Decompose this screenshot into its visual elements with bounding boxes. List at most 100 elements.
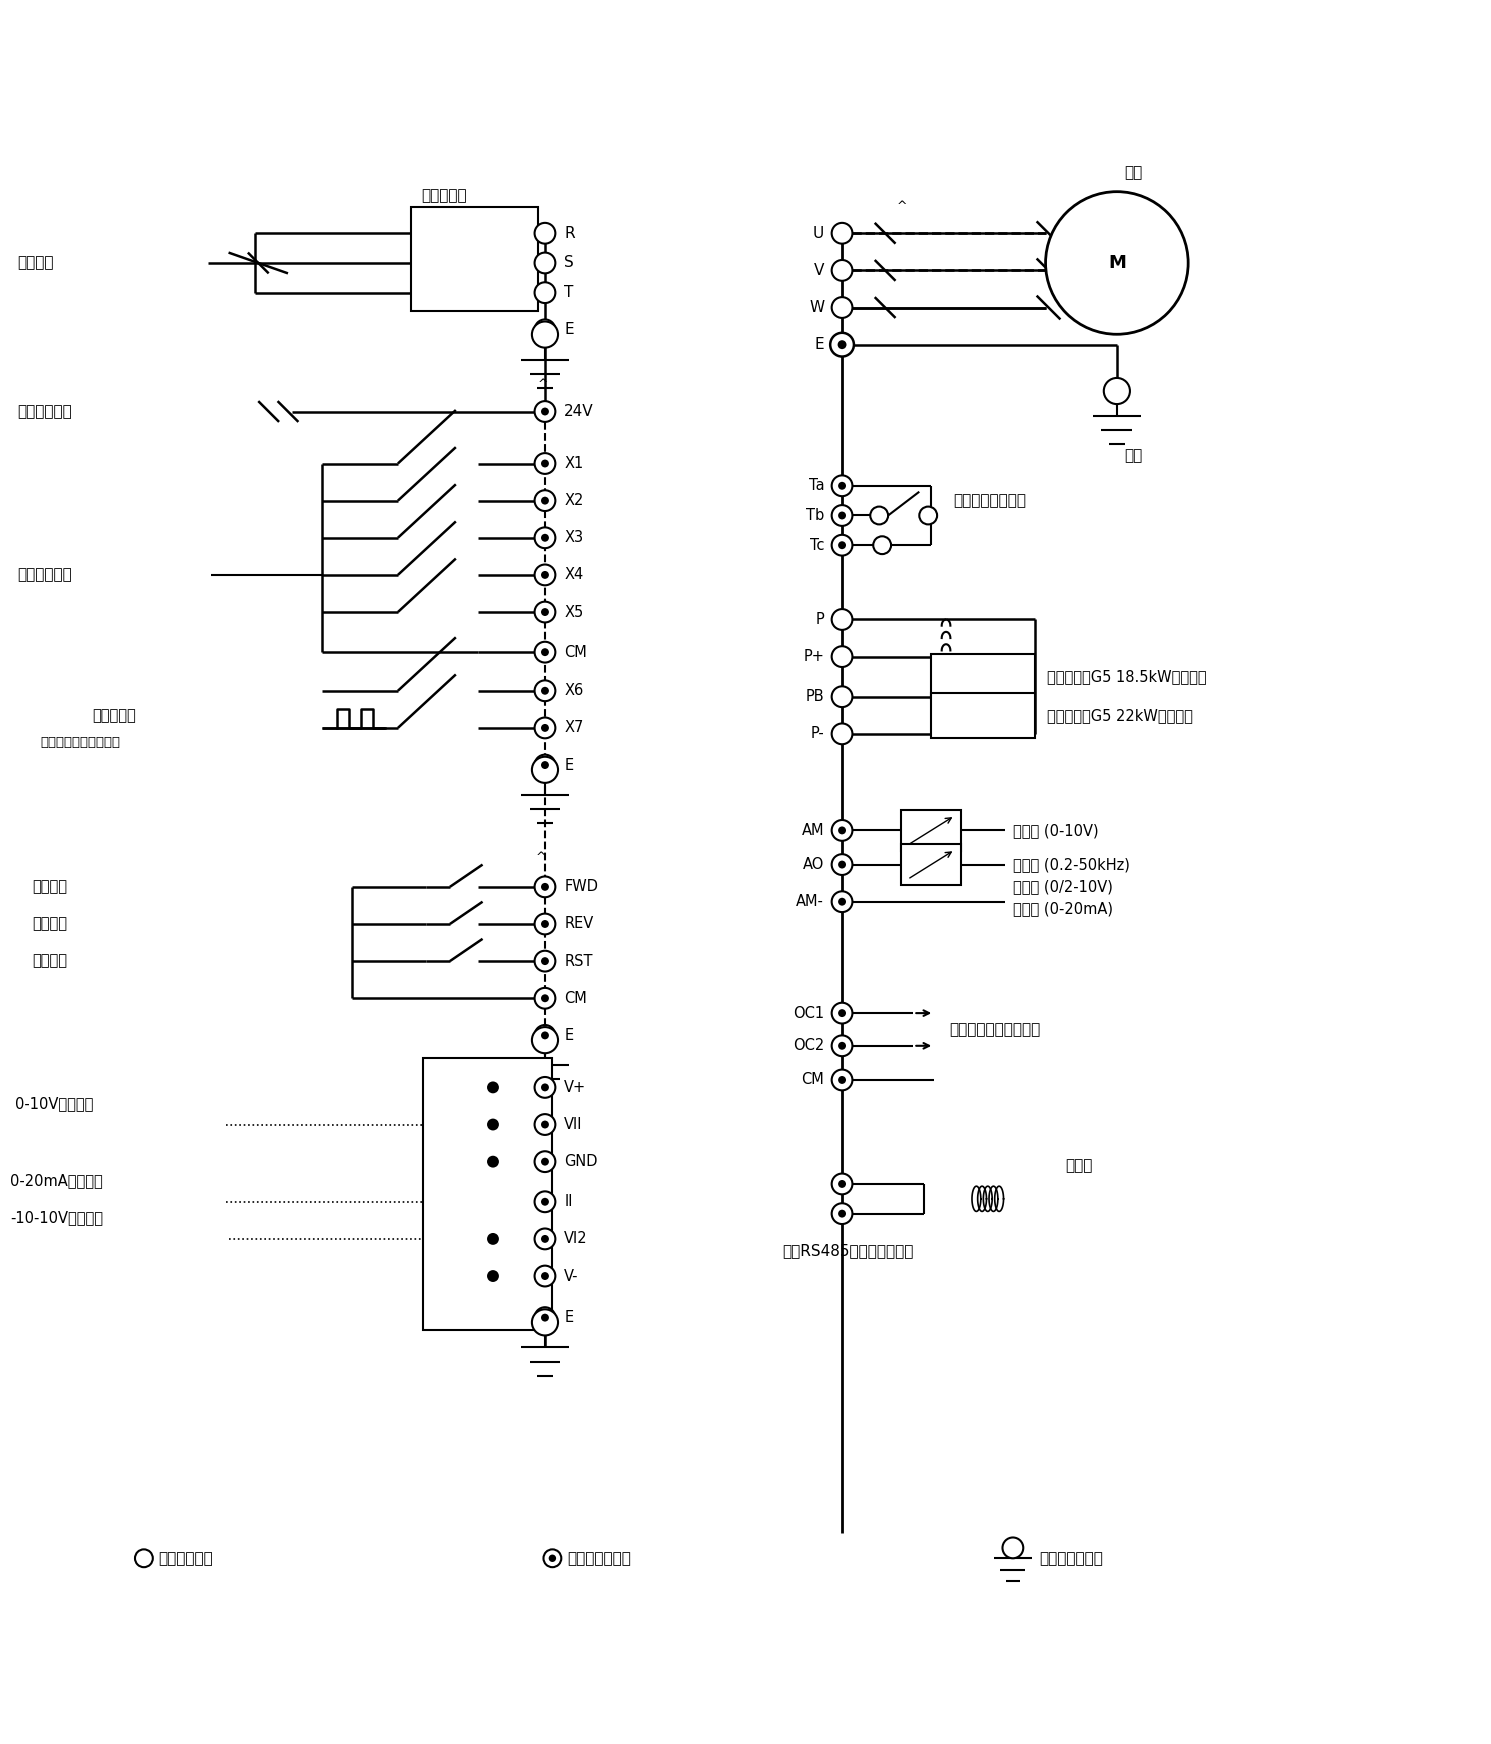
Circle shape [541,460,549,467]
Text: AO: AO [802,856,825,872]
Circle shape [488,1233,499,1245]
Text: 接地: 接地 [1124,448,1142,464]
Text: 24V: 24V [564,405,593,419]
Text: 可编程继电器输出: 可编程继电器输出 [953,494,1026,508]
Circle shape [541,534,549,542]
Circle shape [535,223,555,244]
Circle shape [1045,192,1188,335]
Circle shape [832,855,853,875]
Circle shape [535,642,555,663]
Text: 为主回路端子: 为主回路端子 [158,1550,213,1566]
Text: VII: VII [564,1116,583,1132]
Circle shape [832,1069,853,1090]
Circle shape [541,1313,549,1322]
Text: U: U [813,225,825,241]
Circle shape [832,223,853,244]
Circle shape [541,1271,549,1280]
Text: S: S [564,255,574,270]
Text: 可编程开路集电极输出: 可编程开路集电极输出 [948,1022,1041,1038]
Circle shape [838,1210,845,1217]
Text: Ta: Ta [808,478,825,494]
Circle shape [830,333,854,356]
Circle shape [838,340,847,349]
Circle shape [535,1025,555,1046]
Circle shape [832,1003,853,1024]
Bar [932,654,1035,699]
Text: CM: CM [564,991,587,1006]
Text: M: M [1108,255,1126,272]
Circle shape [541,1083,549,1092]
Text: 辅助直流电源: 辅助直流电源 [18,405,73,419]
Circle shape [549,1554,556,1563]
Circle shape [541,570,549,579]
Circle shape [832,1174,853,1195]
Text: X2: X2 [564,494,583,508]
Circle shape [838,1181,845,1188]
Circle shape [838,511,845,520]
Circle shape [832,260,853,281]
Circle shape [838,898,845,905]
Circle shape [541,957,549,964]
Text: CM: CM [802,1073,825,1088]
Text: P: P [816,612,825,628]
Circle shape [535,717,555,738]
Text: FWD: FWD [564,879,598,895]
Text: 三相电源: 三相电源 [18,255,54,270]
Circle shape [838,1041,845,1050]
Text: W: W [810,300,825,316]
Circle shape [541,1158,549,1165]
Text: X1: X1 [564,455,583,471]
Circle shape [838,541,845,549]
Circle shape [532,757,558,783]
Circle shape [838,481,845,490]
Bar [902,844,960,886]
Text: V: V [814,263,825,277]
Circle shape [835,337,850,352]
Bar [431,1221,494,1294]
Circle shape [832,506,853,527]
Circle shape [535,987,555,1008]
Circle shape [535,755,555,776]
Text: 频率计 (0.2-50kHz): 频率计 (0.2-50kHz) [1012,856,1130,872]
Text: ^: ^ [538,378,549,391]
Text: Tc: Tc [810,537,825,553]
Circle shape [832,891,853,912]
Circle shape [541,649,549,656]
Text: R: R [564,225,576,241]
Text: ^: ^ [896,201,907,213]
Circle shape [541,1235,549,1243]
Circle shape [535,401,555,422]
Text: E: E [564,323,574,337]
Circle shape [874,537,892,555]
Text: （也可作一般输入口）: （也可作一般输入口） [40,736,119,750]
Text: CM: CM [564,645,587,659]
Text: OC1: OC1 [793,1006,825,1020]
Circle shape [535,253,555,274]
Bar [412,206,538,310]
Circle shape [871,506,889,525]
Text: 双绞线: 双绞线 [1065,1158,1093,1174]
Text: PB: PB [805,689,825,705]
Circle shape [535,1114,555,1135]
Circle shape [535,877,555,896]
Circle shape [1103,378,1130,405]
Text: AM: AM [802,823,825,837]
Circle shape [535,950,555,971]
Bar [431,1067,494,1182]
Text: 可编程输入端: 可编程输入端 [18,567,73,582]
Circle shape [832,476,853,497]
Text: REV: REV [564,917,593,931]
Circle shape [541,1031,549,1039]
Circle shape [838,860,845,869]
Circle shape [488,1156,499,1167]
Circle shape [541,994,549,1003]
Text: 三相断路器: 三相断路器 [422,188,467,204]
Circle shape [541,497,549,504]
Circle shape [541,609,549,616]
Bar [902,809,960,851]
Text: 制动电阻（G5 18.5kW及以下）: 制动电阻（G5 18.5kW及以下） [1047,670,1206,684]
Bar [423,1057,552,1329]
Circle shape [838,1010,845,1017]
Text: 0-10V频率设定: 0-10V频率设定 [15,1097,92,1111]
Circle shape [535,1078,555,1097]
